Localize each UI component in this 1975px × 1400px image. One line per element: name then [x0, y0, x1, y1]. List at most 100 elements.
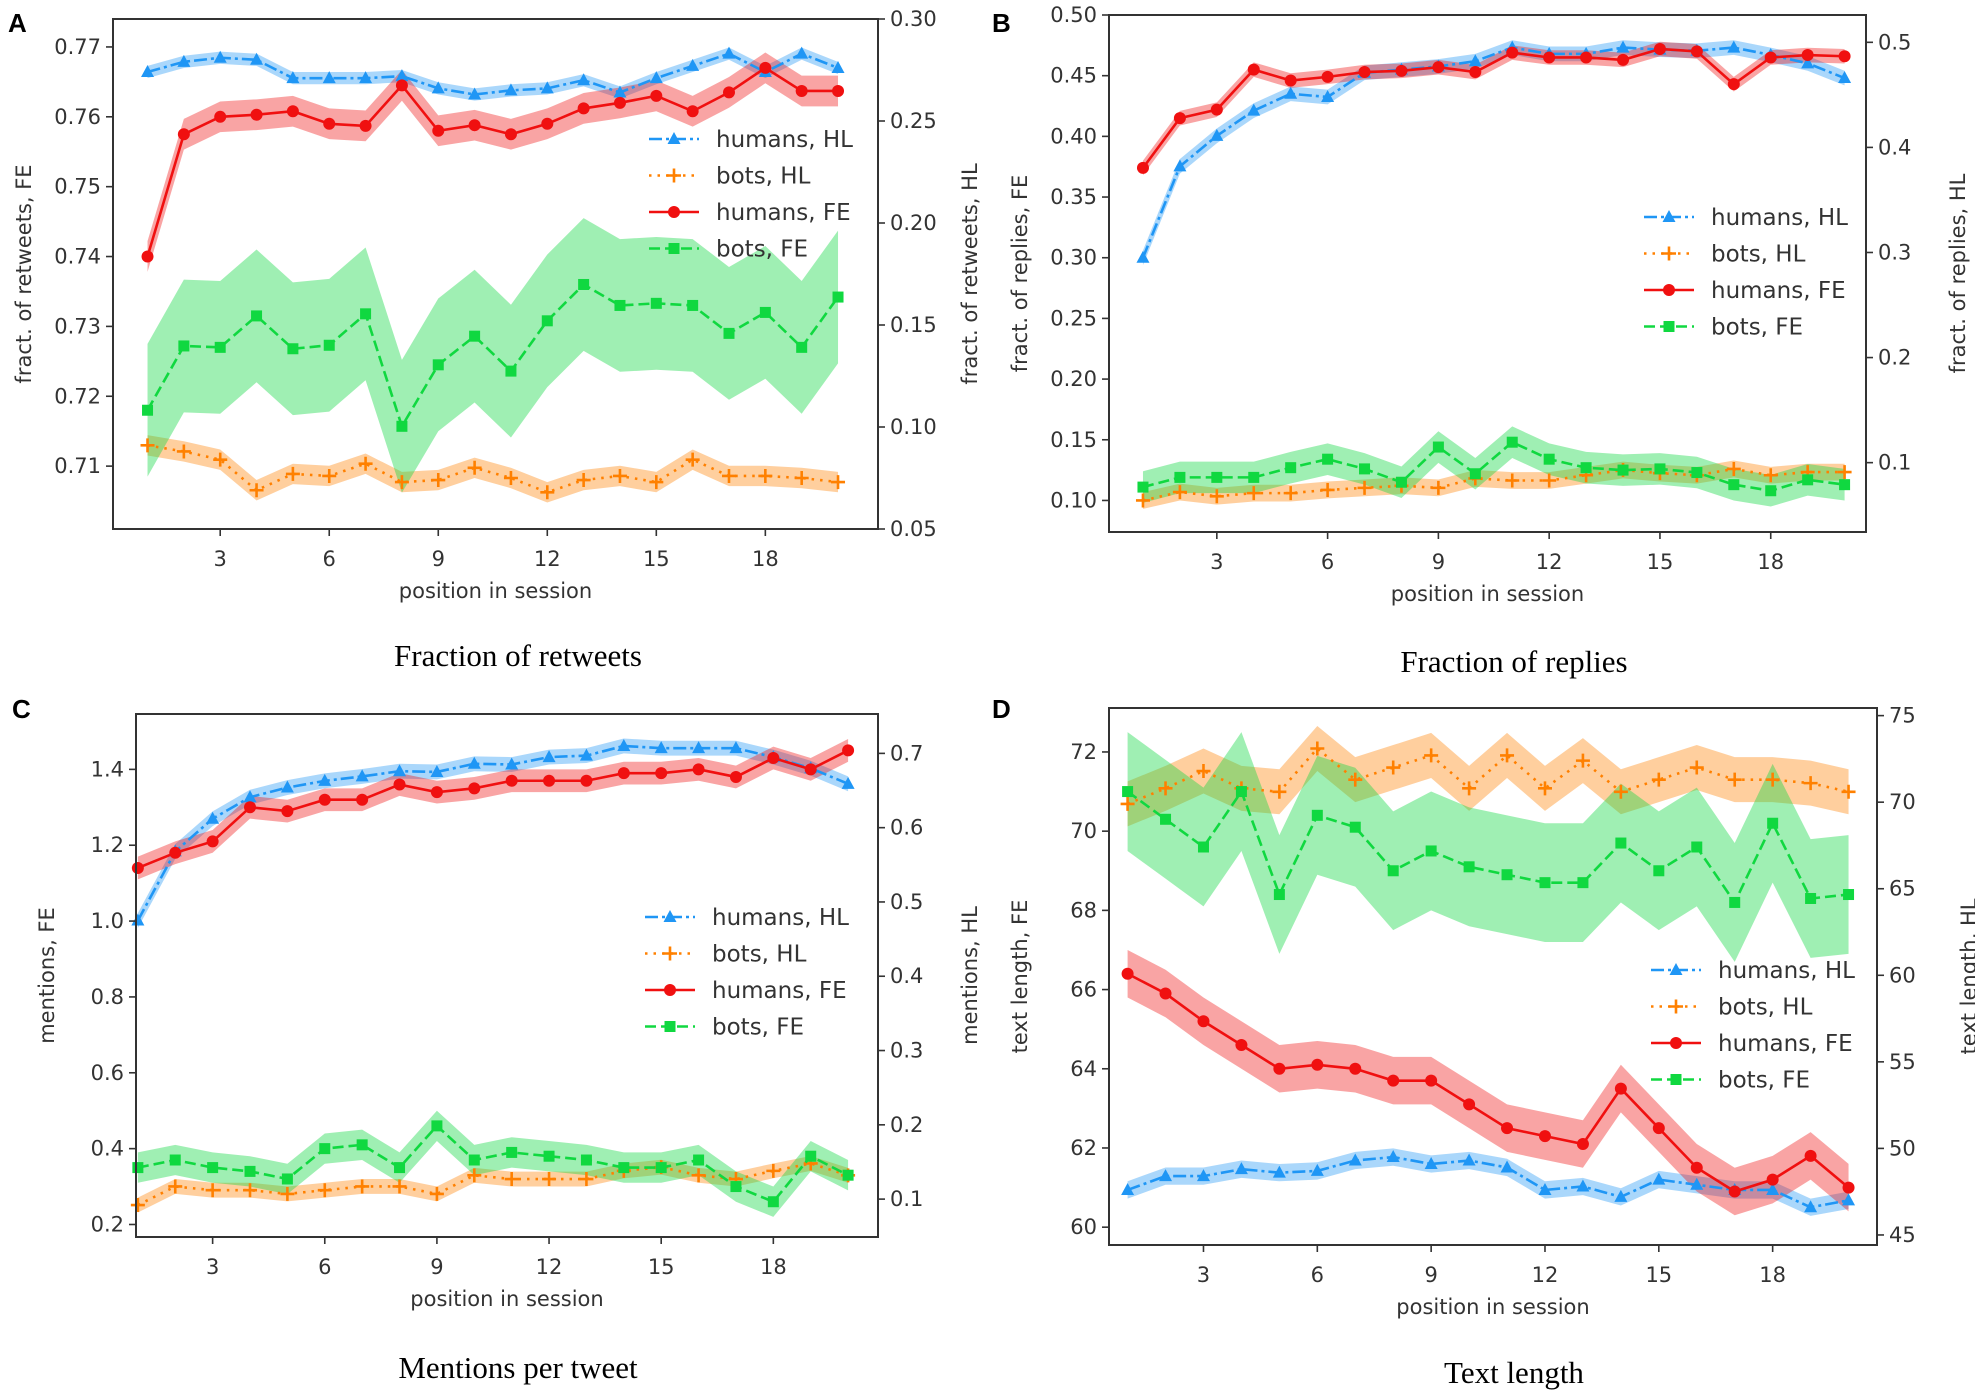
data-point [1580, 51, 1593, 64]
data-point [1805, 892, 1817, 904]
panel-title: Fraction of replies [1400, 644, 1627, 679]
series-line [147, 444, 839, 494]
y-left-axis-label: text length, FE [1008, 900, 1032, 1054]
y-right-axis-label: text length, HL [1957, 898, 1975, 1054]
data-point [1463, 861, 1475, 873]
series-line [137, 749, 849, 870]
data-point [1506, 46, 1519, 59]
y-left-tick-label: 62 [1070, 1136, 1097, 1160]
data-point [1160, 813, 1172, 825]
data-point [580, 774, 593, 787]
data-point [540, 485, 555, 500]
data-point [758, 468, 773, 483]
data-point [1500, 748, 1515, 763]
series-line [1126, 972, 1850, 1193]
data-point [356, 793, 369, 806]
y-right-tick-label: 0.1 [1878, 451, 1911, 475]
y-right-tick-label: 0.15 [890, 313, 937, 337]
data-point [729, 741, 743, 754]
panel-b: 3 6 9 12 15 18 0.10 0.15 0.20 0.25 0.30 0.35 0.40 0.4… [992, 3, 1970, 679]
data-point [578, 278, 590, 290]
legend-item: humans, HL [649, 127, 853, 153]
y-left-axis-label: mentions, FE [35, 907, 59, 1044]
data-point [1801, 56, 1815, 69]
data-point [1359, 463, 1371, 475]
data-point [323, 339, 335, 351]
series-humans-hl [141, 46, 845, 100]
data-point [1395, 476, 1407, 488]
data-point [1284, 74, 1297, 87]
data-point [687, 299, 699, 311]
legend-item: humans, FE [649, 200, 851, 226]
data-point [1690, 45, 1703, 58]
data-point [1387, 865, 1399, 877]
panel-title: Fraction of retweets [394, 638, 642, 673]
data-point [1463, 1098, 1476, 1111]
data-point [322, 71, 336, 84]
x-tick-label: 15 [1647, 550, 1674, 574]
panel-c: 3 6 9 12 15 18 0.2 0.4 0.6 0.8 1.0 1.2 1.4 0.1 0.2 0.3 0… [12, 694, 982, 1385]
data-point [1272, 784, 1287, 799]
x-tick-label: 6 [318, 1255, 331, 1279]
data-point [132, 1162, 144, 1174]
y-left-tick-label: 0.10 [1050, 488, 1097, 512]
data-point [1469, 66, 1482, 79]
y-left-tick-label: 0.77 [54, 35, 101, 59]
y-right-tick-label: 0.6 [890, 816, 923, 840]
data-point [1209, 489, 1224, 504]
x-axis-label: position in session [1391, 582, 1584, 606]
data-point [1652, 1122, 1665, 1135]
data-point [1501, 1122, 1514, 1135]
legend-label: bots, HL [712, 942, 807, 968]
data-point [1283, 486, 1298, 501]
y-left-tick-label: 0.40 [1050, 124, 1097, 148]
series-line [136, 744, 849, 922]
panel-label: B [992, 8, 1011, 38]
data-point [250, 108, 263, 121]
data-point [1137, 481, 1149, 493]
data-point [541, 315, 553, 327]
data-point [1159, 1169, 1173, 1182]
y-left-axis-label: fract. of replies, FE [1008, 175, 1032, 373]
y-left-tick-label: 64 [1070, 1057, 1097, 1081]
series-bots-fe [142, 278, 844, 432]
data-point [1120, 796, 1135, 811]
data-point [1729, 896, 1741, 908]
legend-marker [668, 243, 680, 254]
data-point [393, 764, 407, 777]
legend-item: humans, FE [1644, 278, 1846, 304]
y-left-tick-label: 0.75 [54, 175, 101, 199]
data-point [1197, 1015, 1210, 1028]
data-point [432, 359, 444, 371]
x-tick-label: 15 [1645, 1263, 1672, 1287]
legend-marker [1663, 284, 1675, 296]
data-point [467, 1168, 482, 1183]
data-point [1172, 485, 1187, 500]
data-point [1425, 845, 1437, 857]
data-point [318, 793, 331, 806]
y-left-tick-label: 72 [1070, 740, 1097, 764]
data-point [1615, 837, 1627, 849]
legend-marker [663, 946, 677, 961]
y-right-axis-label: fract. of retweets, HL [958, 163, 982, 385]
data-point [1838, 50, 1851, 63]
y-left-axis-label: fract. of retweets, FE [12, 164, 36, 383]
data-point [654, 741, 668, 754]
confidence-band [1127, 726, 1849, 827]
legend-label: bots, FE [716, 237, 808, 263]
legend-item: bots, HL [649, 164, 811, 190]
y-right-tick-label: 75 [1889, 704, 1916, 728]
data-point [541, 117, 554, 130]
y-right-tick-label: 0.20 [890, 211, 937, 235]
data-point [1247, 63, 1260, 76]
data-point [1689, 760, 1704, 775]
data-point [1468, 54, 1482, 67]
data-point [1577, 877, 1589, 889]
data-point [691, 1168, 706, 1183]
data-point [506, 1146, 518, 1158]
data-point [1358, 66, 1371, 79]
data-point [168, 1179, 183, 1194]
data-point [1247, 103, 1261, 116]
y-left-tick-label: 0.35 [1050, 185, 1097, 209]
data-point [1235, 786, 1247, 798]
